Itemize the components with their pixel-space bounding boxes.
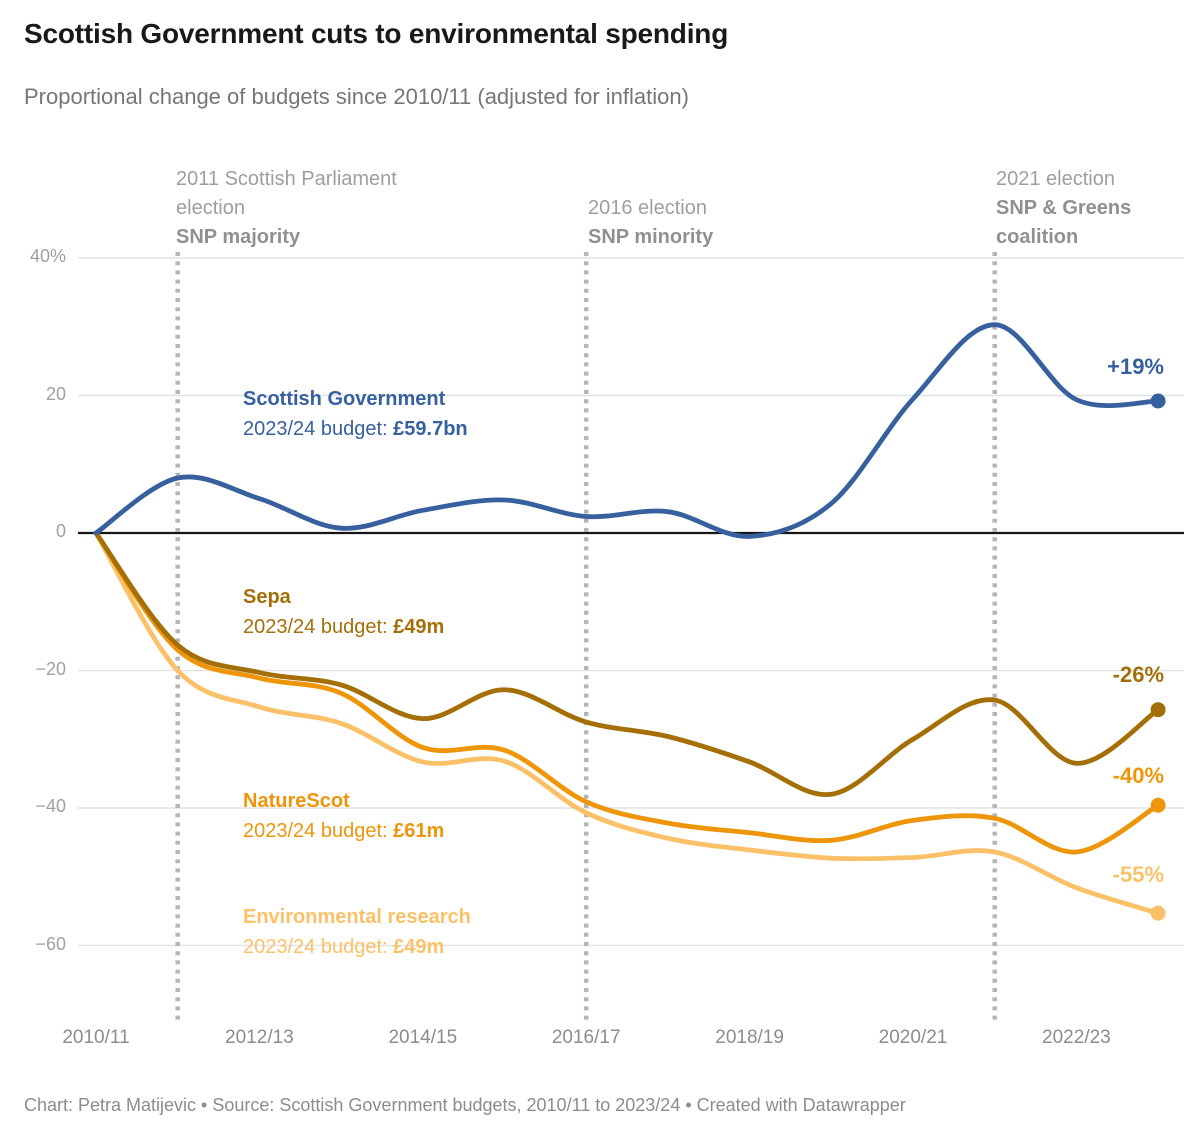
budget-value: £61m — [393, 820, 445, 842]
budget-value: £49m — [393, 936, 445, 958]
attribution-footer: Chart: Petra Matijevic • Source: Scottis… — [24, 1095, 906, 1115]
end-value-label-naturescot: -40% — [1112, 763, 1164, 788]
series-name: Environmental research — [243, 906, 471, 928]
budget-prefix: 2023/24 budget: — [243, 936, 394, 958]
budget-value: £49m — [393, 616, 445, 638]
annotation-bold-text: SNP majority — [176, 226, 301, 248]
x-axis-tick-label: 2016/17 — [551, 1027, 621, 1048]
page-title: Scottish Government cuts to environmenta… — [24, 18, 729, 49]
y-axis-tick-label: −20 — [35, 658, 66, 679]
series-budget: 2023/24 budget: £61m — [243, 816, 444, 846]
series-label-sepa: Sepa 2023/24 budget: £49m — [243, 582, 444, 642]
series-label-scottish-government: Scottish Government 2023/24 budget: £59.… — [243, 384, 468, 444]
y-axis-tick-label: −60 — [35, 933, 66, 954]
budget-prefix: 2023/24 budget: — [243, 616, 394, 638]
series-label-environmental-research: Environmental research 2023/24 budget: £… — [243, 902, 471, 962]
x-axis-tick-label: 2014/15 — [388, 1027, 458, 1048]
series-line-sepa — [93, 530, 1161, 797]
annotation-text: 2016 election — [588, 197, 707, 219]
x-axis-tick-label: 2010/11 — [62, 1027, 130, 1048]
series-end-dot-scottish-government — [1150, 393, 1166, 409]
end-value-label-scottish-government: +19% — [1107, 354, 1164, 379]
y-axis-tick-label: 40% — [29, 246, 66, 266]
annotation-bold-text: SNP minority — [588, 226, 714, 248]
budget-prefix: 2023/24 budget: — [243, 418, 394, 440]
annotation-2011-election: 2011 Scottish Parliament election SNP ma… — [176, 165, 468, 252]
series-name: Scottish Government — [243, 388, 446, 410]
y-axis-tick-label: −40 — [35, 796, 66, 816]
series-name: NatureScot — [243, 790, 350, 812]
series-label-naturescot: NatureScot 2023/24 budget: £61m — [243, 786, 444, 846]
x-axis-tick-label: 2018/19 — [715, 1027, 784, 1048]
series-end-dot-environmental-research — [1150, 905, 1166, 921]
annotation-2016-election: 2016 election SNP minority — [588, 194, 818, 252]
series-line-environmental-research — [93, 530, 1161, 916]
budget-value: £59.7bn — [393, 418, 468, 440]
end-value-label-sepa: -26% — [1112, 662, 1164, 687]
x-axis-tick-label: 2012/13 — [225, 1027, 294, 1048]
series-line-scottish-government — [93, 322, 1161, 539]
series-end-dot-naturescot — [1150, 797, 1166, 813]
series-name: Sepa — [243, 586, 291, 608]
x-axis-tick-label: 2022/23 — [1042, 1027, 1111, 1048]
series-budget: 2023/24 budget: £49m — [243, 932, 471, 962]
annotation-text: 2011 Scottish Parliament election — [176, 168, 397, 219]
end-value-label-environmental-research: -55% — [1112, 862, 1164, 887]
annotation-bold-text: SNP & Greens coalition — [996, 197, 1132, 248]
budget-prefix: 2023/24 budget: — [243, 820, 394, 842]
annotation-text: 2021 election — [996, 168, 1115, 190]
annotation-2021-election: 2021 election SNP & Greens coalition — [996, 165, 1168, 252]
series-line-naturescot — [93, 530, 1161, 855]
series-budget: 2023/24 budget: £59.7bn — [243, 414, 468, 444]
y-axis-tick-label: 20 — [45, 383, 66, 404]
y-axis-tick-label: 0 — [55, 521, 66, 541]
x-axis-tick-label: 2020/21 — [878, 1027, 948, 1048]
series-end-dot-sepa — [1150, 702, 1166, 718]
series-budget: 2023/24 budget: £49m — [243, 612, 444, 642]
chart-subtitle: Proportional change of budgets since 201… — [24, 84, 689, 109]
